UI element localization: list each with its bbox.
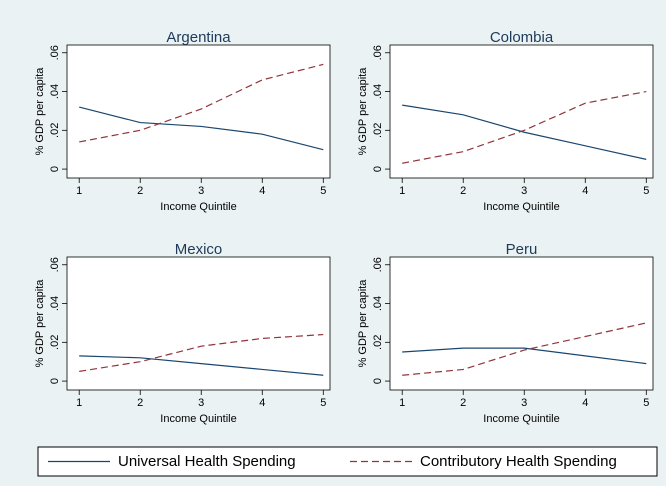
panel-title: Mexico [175,241,223,258]
x-tick-label: 2 [137,185,143,197]
x-tick-label: 3 [198,185,204,197]
x-tick-label: 2 [460,397,466,409]
x-tick-label: 5 [643,185,649,197]
x-tick-label: 3 [198,397,204,409]
legend-box [37,446,658,477]
x-tick-label: 4 [582,185,588,197]
y-tick-label: .06 [372,257,384,272]
x-axis-label: Income Quintile [160,201,236,213]
x-tick-label: 4 [259,397,265,409]
x-tick-label: 1 [76,185,82,197]
plot-area [389,44,654,179]
x-tick-label: 1 [399,185,405,197]
y-tick-label: .04 [372,84,384,99]
series-line [402,90,647,164]
y-tick-label: 0 [372,378,384,384]
y-axis-label: % GDP per capita [357,279,369,368]
series-line [79,355,324,376]
y-tick-label: .04 [49,296,61,311]
y-axis-label: % GDP per capita [34,279,46,368]
x-axis-label: Income Quintile [160,413,236,425]
x-tick-label: 2 [460,185,466,197]
panel-title: Argentina [166,29,231,46]
y-tick-label: .04 [49,84,61,99]
plot-area [66,256,331,391]
series-line [402,322,647,376]
series-line [79,106,324,151]
plot-area [389,256,654,391]
y-tick-label: .02 [372,335,384,350]
y-tick-label: .04 [372,296,384,311]
y-tick-label: .06 [372,45,384,60]
x-tick-label: 1 [76,397,82,409]
x-tick-label: 2 [137,397,143,409]
x-tick-label: 1 [399,397,405,409]
y-tick-label: .02 [49,123,61,138]
x-axis-label: Income Quintile [483,413,559,425]
series-line [79,63,324,143]
series-line [402,104,647,160]
x-tick-label: 5 [643,397,649,409]
series-line [402,347,647,365]
y-tick-label: .02 [49,335,61,350]
panel-title: Peru [506,241,538,258]
panel-title: Colombia [490,29,554,46]
y-axis-label: % GDP per capita [357,67,369,156]
legend-label: Contributory Health Spending [420,453,617,470]
x-tick-label: 4 [582,397,588,409]
legend-label: Universal Health Spending [118,453,296,470]
series-line [79,333,324,372]
plot-area [66,44,331,179]
y-tick-label: 0 [49,166,61,172]
x-axis-label: Income Quintile [483,201,559,213]
x-tick-label: 5 [320,397,326,409]
y-tick-label: .06 [49,257,61,272]
x-tick-label: 3 [521,185,527,197]
y-tick-label: .02 [372,123,384,138]
x-tick-label: 5 [320,185,326,197]
y-tick-label: .06 [49,45,61,60]
x-tick-label: 3 [521,397,527,409]
y-tick-label: 0 [372,166,384,172]
y-tick-label: 0 [49,378,61,384]
y-axis-label: % GDP per capita [34,67,46,156]
x-tick-label: 4 [259,185,265,197]
